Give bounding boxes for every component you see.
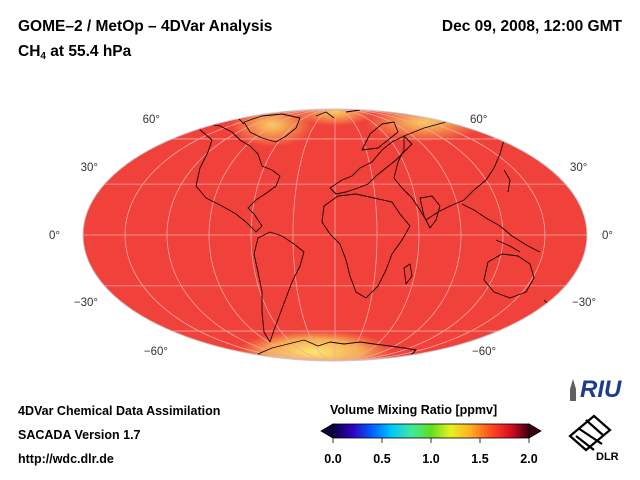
colorbar-high-arrow — [528, 423, 542, 439]
riu-logo: RIU — [570, 376, 622, 403]
footer-line-2: SACADA Version 1.7 — [18, 428, 141, 442]
lat-label-left-minus60: −60° — [144, 346, 168, 358]
high-ch4-antarctic — [237, 330, 393, 361]
analysis-datetime: Dec 09, 2008, 12:00 GMT — [441, 18, 622, 35]
coast-africa — [321, 193, 411, 299]
coast-europe — [329, 135, 413, 195]
coast-southeast-asia — [461, 203, 541, 253]
colorbar-tick-label: 0.0 — [324, 452, 342, 466]
lat-label-right-minus60: −60° — [472, 346, 496, 358]
coast-india — [419, 195, 441, 229]
colorbar-title: Volume Mixing Ratio [ppmv] — [330, 403, 498, 417]
lat-label-left-30: 30° — [81, 162, 98, 174]
coastlines — [195, 109, 551, 361]
colorbar — [320, 423, 542, 443]
footer-url[interactable]: http://wdc.dlr.de — [18, 452, 114, 466]
coast-greenland — [243, 113, 301, 143]
riu-logo-text: RIU — [580, 376, 622, 403]
coast-south-america — [253, 231, 305, 343]
coast-madagascar — [403, 263, 413, 285]
lat-label-right-minus30: −30° — [572, 297, 596, 309]
pressure-level: at 55.4 hPa — [45, 43, 132, 60]
coast-antarctica — [257, 339, 417, 361]
colorbar-tick-label: 1.0 — [422, 452, 440, 466]
latitude-labels: 60° 30° 0° −30° −60° 60° 30° 0° −30° −60… — [49, 114, 613, 358]
coast-north-america — [195, 123, 281, 233]
dlr-logo-mark — [568, 414, 612, 452]
species-name: CH — [18, 43, 41, 60]
globe-outline — [82, 108, 588, 362]
coast-japan — [503, 169, 511, 193]
dlr-logo-text: DLR — [596, 451, 619, 463]
lat-label-left-0: 0° — [49, 230, 60, 242]
colorbar-tick-label: 0.5 — [373, 452, 391, 466]
colorbar-low-arrow — [320, 423, 334, 439]
lat-label-right-0: 0° — [602, 230, 613, 242]
colorbar-tick-label: 2.0 — [520, 452, 538, 466]
species-level-label: CH4 at 55.4 hPa — [18, 43, 132, 62]
colorbar-gradient — [332, 423, 530, 439]
footer-line-1: 4DVar Chemical Data Assimilation — [18, 404, 221, 418]
lat-label-left-60: 60° — [143, 114, 160, 126]
map-title: GOME–2 / MetOp – 4DVar Analysis — [18, 18, 273, 35]
riu-tower-icon — [570, 379, 576, 401]
lat-label-right-60: 60° — [470, 114, 487, 126]
high-ch4-siberia — [365, 109, 485, 142]
colorbar-tick-label: 1.5 — [471, 452, 489, 466]
coast-scandinavia — [361, 121, 399, 151]
coast-australia — [483, 253, 535, 299]
species-subscript: 4 — [40, 51, 46, 62]
lat-label-left-minus30: −30° — [74, 297, 98, 309]
lat-label-right-30: 30° — [570, 162, 587, 174]
